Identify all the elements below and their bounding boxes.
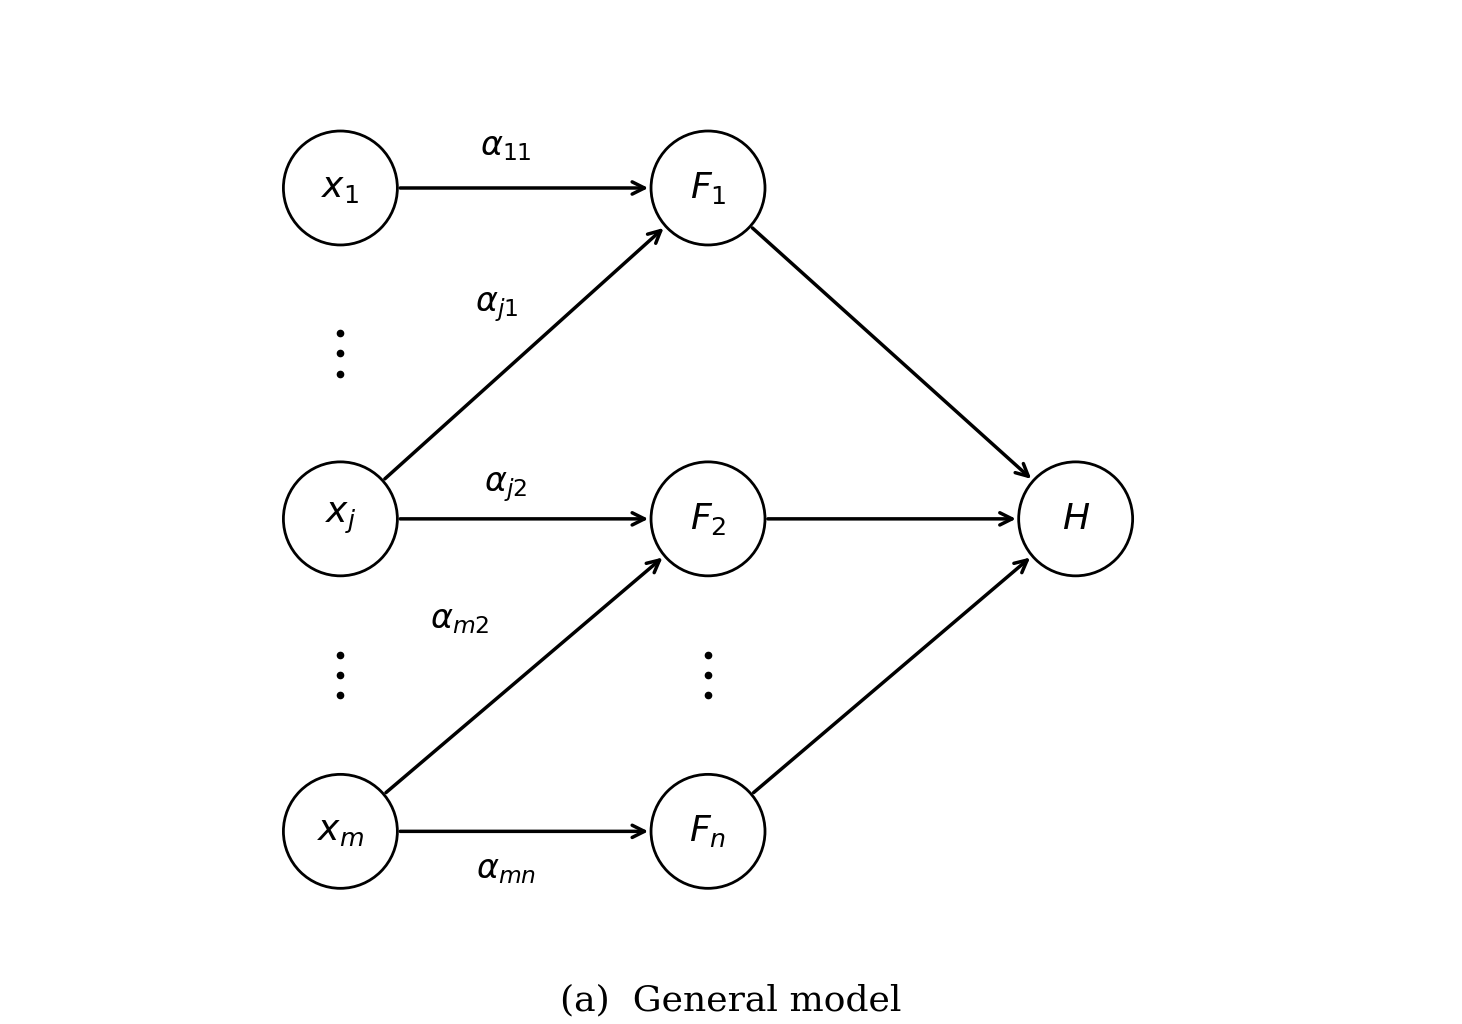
Text: $x_m$: $x_m$	[317, 814, 364, 848]
Text: (a)  General model: (a) General model	[560, 983, 902, 1017]
Circle shape	[651, 774, 765, 889]
Circle shape	[651, 131, 765, 245]
Text: $F_n$: $F_n$	[690, 813, 727, 849]
Text: $F_2$: $F_2$	[690, 501, 727, 537]
Text: $H$: $H$	[1061, 502, 1089, 536]
Text: $x_j$: $x_j$	[325, 502, 357, 537]
Circle shape	[284, 774, 398, 889]
Text: $\alpha_{j2}$: $\alpha_{j2}$	[484, 470, 528, 504]
Circle shape	[284, 462, 398, 575]
Text: $\alpha_{mn}$: $\alpha_{mn}$	[475, 854, 535, 886]
Text: $F_1$: $F_1$	[690, 170, 727, 206]
Text: $x_1$: $x_1$	[322, 171, 360, 205]
Text: $\alpha_{j1}$: $\alpha_{j1}$	[475, 291, 518, 325]
Circle shape	[1019, 462, 1133, 575]
Circle shape	[651, 462, 765, 575]
Text: $\alpha_{11}$: $\alpha_{11}$	[480, 131, 532, 163]
Circle shape	[284, 131, 398, 245]
Text: $\alpha_{m2}$: $\alpha_{m2}$	[430, 604, 490, 636]
